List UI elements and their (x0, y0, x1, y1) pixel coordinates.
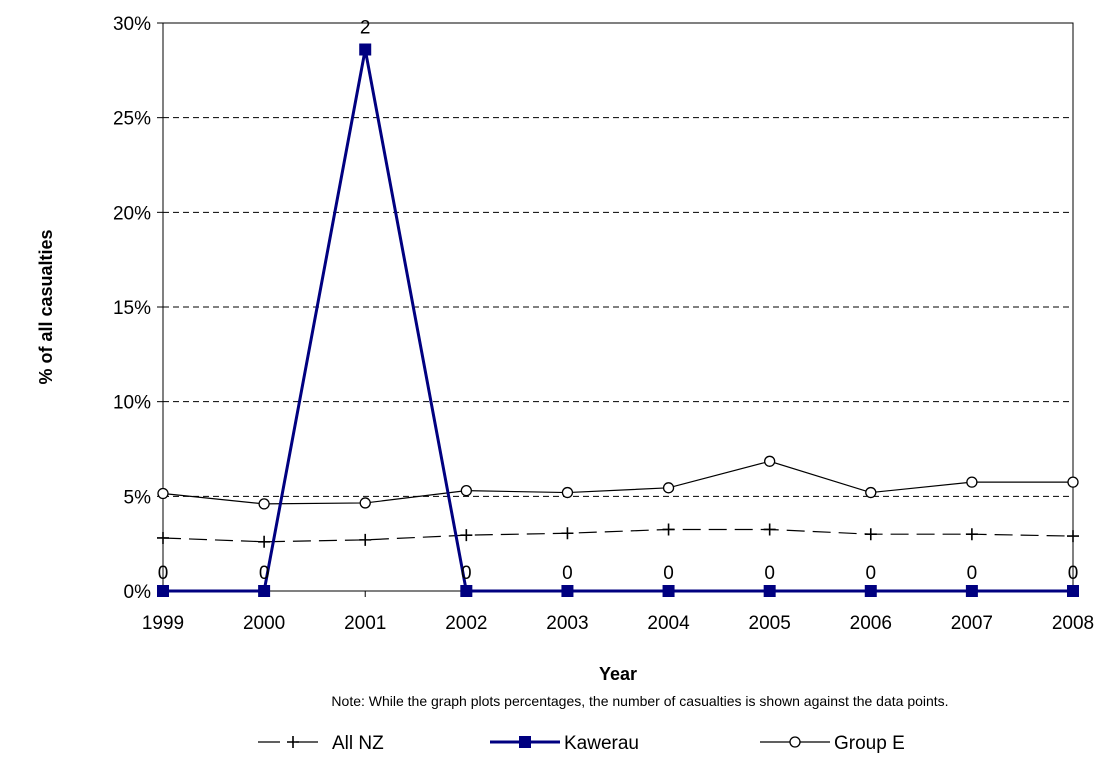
y-axis-title: % of all casualties (36, 229, 56, 384)
data-point (864, 585, 877, 597)
x-axis-title: Year (599, 664, 637, 684)
point-label: 0 (967, 563, 978, 584)
data-point (763, 585, 776, 597)
point-label: 0 (562, 563, 573, 584)
data-point (662, 482, 675, 494)
data-point (966, 476, 978, 488)
data-point (460, 585, 473, 597)
legend-marker (519, 736, 531, 748)
series-line (162, 528, 1074, 543)
x-tick-label: 1999 (142, 613, 184, 634)
point-label: 2 (360, 18, 371, 39)
grid-lines (163, 117, 1073, 497)
x-axis-ticks: 1999 2000 2001 2002 2003 2004 2005 2006 2007 2008 (142, 591, 1094, 634)
series-line (162, 460, 1073, 505)
data-point (258, 585, 271, 597)
y-tick-label: 5% (124, 487, 152, 508)
data-point (1067, 476, 1079, 488)
data-point (865, 486, 877, 499)
data-point (460, 529, 473, 542)
data-point (1067, 585, 1079, 597)
legend-label: Kawerau (564, 733, 639, 754)
chart-note: Note: While the graph plots percentages,… (331, 693, 948, 709)
data-point (662, 523, 675, 536)
series-group-e (157, 455, 1079, 510)
point-label: 0 (461, 563, 472, 584)
legend-marker (789, 736, 801, 748)
y-tick-label: 20% (113, 203, 151, 224)
data-point (460, 485, 472, 497)
data-point (864, 528, 877, 541)
data-point (258, 535, 271, 548)
y-tick-label: 10% (113, 393, 151, 414)
point-label: 0 (1068, 563, 1079, 584)
y-tick-label: 25% (113, 109, 151, 130)
x-tick-label: 2004 (647, 613, 690, 634)
point-label: 0 (663, 563, 674, 584)
x-tick-label: 2003 (546, 613, 588, 634)
data-point (157, 487, 169, 500)
point-label: 0 (158, 563, 169, 584)
data-point (258, 498, 270, 510)
y-tick-label: 0% (124, 582, 152, 603)
data-point (965, 585, 978, 597)
x-tick-label: 2005 (749, 613, 791, 634)
point-label: 0 (764, 563, 775, 584)
series-layer (157, 43, 1079, 597)
legend-label: Group E (834, 733, 905, 754)
x-tick-label: 2000 (243, 613, 285, 634)
x-tick-label: 2001 (344, 613, 386, 634)
data-point (359, 43, 372, 56)
data-point (157, 531, 169, 544)
y-tick-label: 15% (113, 298, 151, 319)
data-point (763, 523, 776, 536)
legend-item-group-e: Group E (760, 733, 905, 754)
data-point (662, 585, 675, 597)
data-point (764, 455, 776, 467)
legend-marker (287, 736, 299, 748)
x-tick-label: 2006 (850, 613, 892, 634)
data-point (561, 585, 574, 597)
x-tick-label: 2002 (445, 613, 487, 634)
data-point (561, 527, 574, 540)
data-point (1067, 530, 1079, 543)
x-tick-label: 2008 (1052, 613, 1094, 634)
legend-item-kawerau: Kawerau (490, 733, 639, 754)
data-point (157, 585, 169, 597)
legend-item-all-nz: All NZ (258, 733, 384, 754)
data-labels: 0 0 2 0 0 0 0 0 0 0 (158, 18, 1079, 584)
point-label: 0 (865, 563, 876, 584)
series-line (163, 49, 1073, 593)
data-point (561, 486, 574, 499)
series-kawerau (157, 43, 1079, 597)
y-tick-label: 30% (113, 14, 151, 35)
data-point (965, 528, 978, 541)
series-all-nz (157, 523, 1079, 548)
legend: All NZ Kawerau Group E (258, 733, 905, 754)
x-tick-label: 2007 (951, 613, 993, 634)
point-label: 0 (259, 563, 270, 584)
legend-label: All NZ (332, 733, 384, 754)
data-point (359, 533, 372, 546)
y-axis-ticks: 0% 5% 10% 15% 20% 25% 30% (113, 14, 163, 603)
data-point (359, 497, 371, 509)
